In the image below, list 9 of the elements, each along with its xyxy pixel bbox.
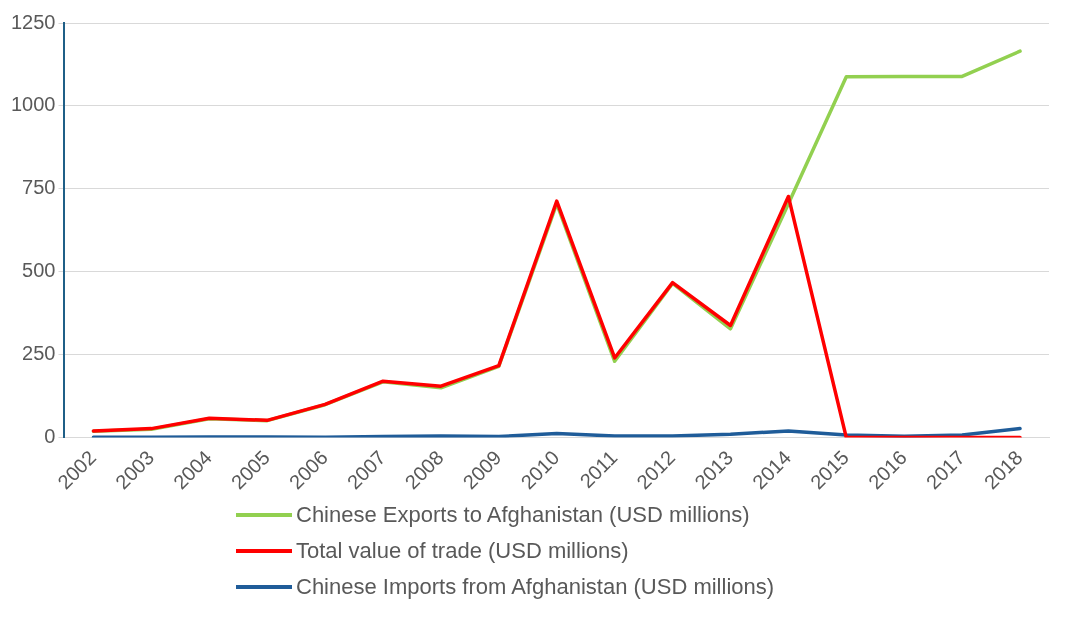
y-tick-label: 1000 <box>10 93 56 116</box>
y-tick-label: 500 <box>22 259 56 282</box>
y-tick-label: 250 <box>22 342 56 365</box>
y-tick-label: 0 <box>44 425 56 448</box>
y-tick-label: 750 <box>22 176 56 199</box>
y-tick-label: 1250 <box>10 10 56 33</box>
legend-label: Chinese Exports to Afghanistan (USD millions) <box>296 502 750 528</box>
legend-label: Total value of trade (USD millions) <box>296 538 629 564</box>
legend-label: Chinese Imports from Afghanistan (USD millions) <box>296 574 775 600</box>
